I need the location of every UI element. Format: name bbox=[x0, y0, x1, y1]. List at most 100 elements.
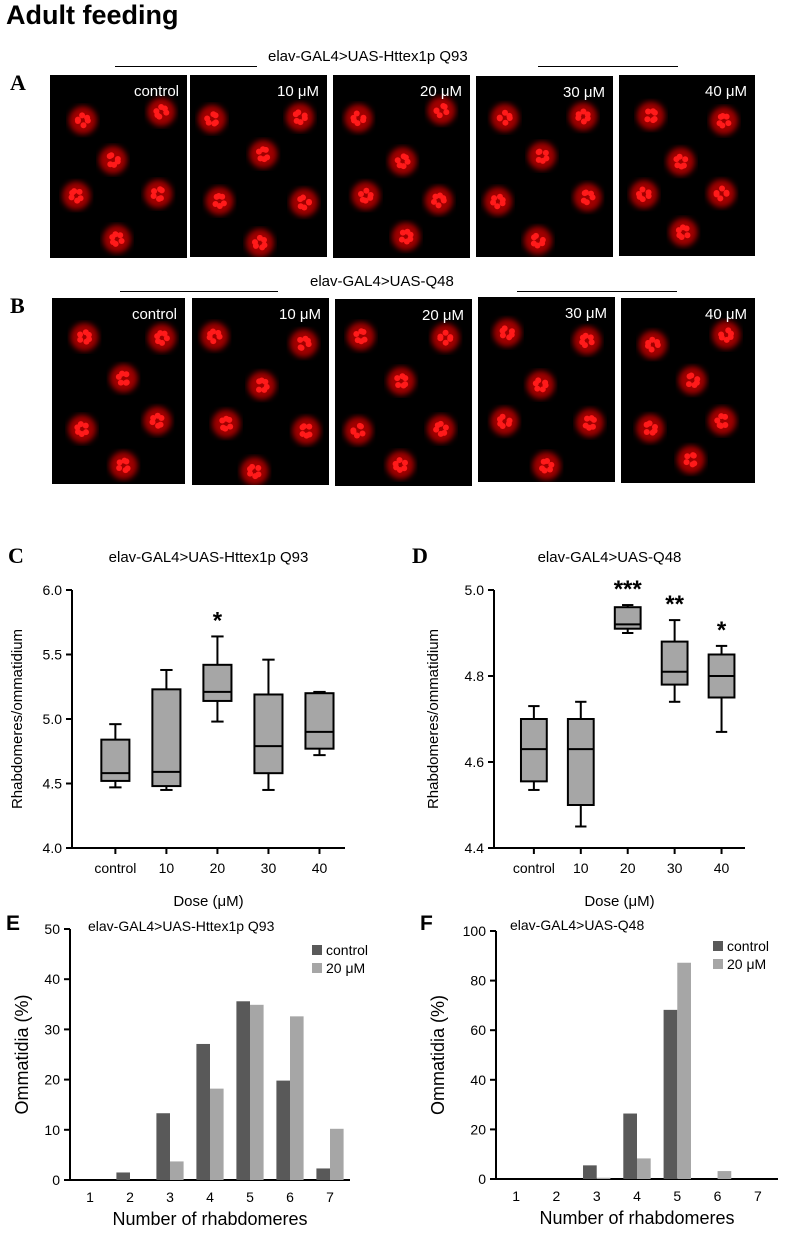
micrograph-label: control bbox=[133, 83, 179, 100]
ommatidium-glow bbox=[62, 181, 91, 210]
bar bbox=[717, 1171, 732, 1179]
rhabdomere-dot bbox=[357, 191, 364, 198]
panel-letter-f: F bbox=[420, 912, 433, 935]
rhabdomere-dot bbox=[506, 112, 513, 119]
rhabdomere-dot bbox=[494, 203, 501, 210]
rhabdomere-dot bbox=[76, 188, 83, 195]
rhabdomere-dot bbox=[685, 381, 692, 388]
ommatidium-glow bbox=[144, 179, 173, 208]
ommatidium-glow bbox=[212, 409, 241, 438]
rhabdomere-dot bbox=[71, 188, 78, 195]
ommatidium-glow bbox=[289, 188, 318, 217]
rhabdomere-dot bbox=[716, 120, 723, 127]
rhabdomere-dot bbox=[123, 371, 130, 378]
rhabdomere-dot bbox=[582, 189, 589, 196]
rhabdomere-dot bbox=[584, 111, 591, 118]
rhabdomere-dot bbox=[506, 417, 513, 424]
ommatidium-glow bbox=[245, 228, 274, 257]
rhabdomere-dot bbox=[220, 424, 227, 431]
x-tick-label: 6 bbox=[714, 1188, 722, 1204]
box bbox=[100, 738, 131, 782]
rhabdomere-dot bbox=[508, 328, 515, 335]
rhabdomere-dot bbox=[723, 113, 730, 120]
ommatidium-glow bbox=[427, 414, 456, 443]
ommatidium-glow bbox=[575, 408, 604, 437]
rhabdomere-dot bbox=[645, 339, 652, 346]
rhabdomere-dot bbox=[535, 156, 542, 163]
rhabdomere-dot bbox=[582, 422, 589, 429]
y-tick-label: 0 bbox=[52, 1172, 60, 1188]
rhabdomere-dot bbox=[158, 414, 165, 421]
ommatidium-glow bbox=[109, 364, 138, 393]
rhabdomere-dot bbox=[163, 335, 170, 342]
rhabdomere-dot bbox=[403, 238, 410, 245]
micrograph-label: 30 μM bbox=[563, 84, 605, 101]
chart-title: elav-GAL4>UAS-Q48 bbox=[510, 917, 644, 933]
rhabdomere-dot bbox=[432, 193, 439, 200]
panel-a-title: elav-GAL4>UAS-Httex1p Q93 bbox=[268, 48, 468, 65]
rhabdomere-dot bbox=[442, 329, 449, 336]
rhabdomere-dot bbox=[161, 330, 168, 337]
rhabdomere-dot bbox=[247, 470, 254, 477]
rhabdomere-dot bbox=[75, 428, 82, 435]
micrograph-b-1: control bbox=[52, 298, 185, 484]
rhabdomere-dot bbox=[443, 109, 450, 116]
micrograph-b-5: 40 μM bbox=[621, 298, 755, 483]
title-rule-left-b bbox=[120, 291, 278, 292]
rhabdomere-dot bbox=[683, 459, 690, 466]
micrograph-label: 20 μM bbox=[422, 307, 464, 324]
rhabdomere-dot bbox=[359, 430, 366, 437]
rhabdomere-dot bbox=[209, 328, 216, 335]
ommatidium-glow bbox=[289, 329, 318, 358]
rhabdomere-dot bbox=[107, 161, 114, 168]
rhabdomere-dot bbox=[651, 423, 658, 430]
rhabdomere-dot bbox=[116, 464, 123, 471]
rhabdomere-dot bbox=[150, 415, 157, 422]
rhabdomere-dot bbox=[117, 232, 124, 239]
y-tick-label: 4.6 bbox=[465, 754, 485, 770]
rhabdomere-dot bbox=[297, 336, 304, 343]
x-tick-label: 4 bbox=[206, 1189, 214, 1205]
significance-marker: *** bbox=[614, 576, 643, 603]
rhabdomere-dot bbox=[151, 188, 158, 195]
micrograph-b-3: 20 μM bbox=[335, 299, 472, 486]
y-tick-label: 20 bbox=[470, 1121, 486, 1137]
rhabdomere-dot bbox=[649, 336, 656, 343]
rhabdomere-dot bbox=[716, 422, 723, 429]
micrograph-label: 40 μM bbox=[705, 83, 747, 100]
rhabdomere-dot bbox=[544, 457, 551, 464]
y-tick-label: 4.0 bbox=[43, 840, 63, 856]
rhabdomere-dot bbox=[648, 346, 655, 353]
title-rule-right-b bbox=[517, 291, 677, 292]
rhabdomere-dot bbox=[651, 109, 658, 116]
x-axis-label: Dose (μM) bbox=[584, 893, 654, 910]
rhabdomere-dot bbox=[407, 231, 414, 238]
ommatidium-glow bbox=[388, 147, 417, 176]
x-tick-label: 20 bbox=[620, 860, 636, 876]
ommatidium-glow bbox=[678, 366, 707, 395]
rhabdomere-dot bbox=[539, 386, 546, 393]
rhabdomere-dot bbox=[353, 331, 360, 338]
x-tick-label: control bbox=[513, 860, 555, 876]
box-chart-c: elav-GAL4>UAS-Httex1p Q93 4.0 4.5 5.0 5.5 6.0… bbox=[9, 549, 345, 910]
rhabdomere-dot bbox=[532, 232, 539, 239]
ommatidium-glow bbox=[109, 451, 138, 480]
rhabdomere-dot bbox=[117, 379, 124, 386]
rhabdomere-dot bbox=[590, 416, 597, 423]
figure-title: Adult feeding bbox=[6, 0, 179, 30]
micrograph-a-5: 40 μM bbox=[619, 75, 755, 256]
rhabdomere-dot bbox=[82, 422, 89, 429]
micrograph-label: 40 μM bbox=[705, 306, 747, 323]
rhabdomere-dot bbox=[116, 459, 123, 466]
panel-letter-d: D bbox=[412, 543, 428, 568]
rhabdomere-dot bbox=[402, 154, 409, 161]
rhabdomere-dot bbox=[363, 187, 370, 194]
ommatidium-glow bbox=[98, 146, 127, 175]
x-tick-label: 7 bbox=[326, 1189, 334, 1205]
y-tick-label: 50 bbox=[44, 921, 60, 937]
rhabdomere-dot bbox=[85, 331, 92, 338]
ommatidium-glow bbox=[490, 407, 519, 436]
rhabdomere-dot bbox=[212, 200, 219, 207]
rhabdomere-dot bbox=[256, 386, 263, 393]
rhabdomere-dot bbox=[546, 466, 553, 473]
